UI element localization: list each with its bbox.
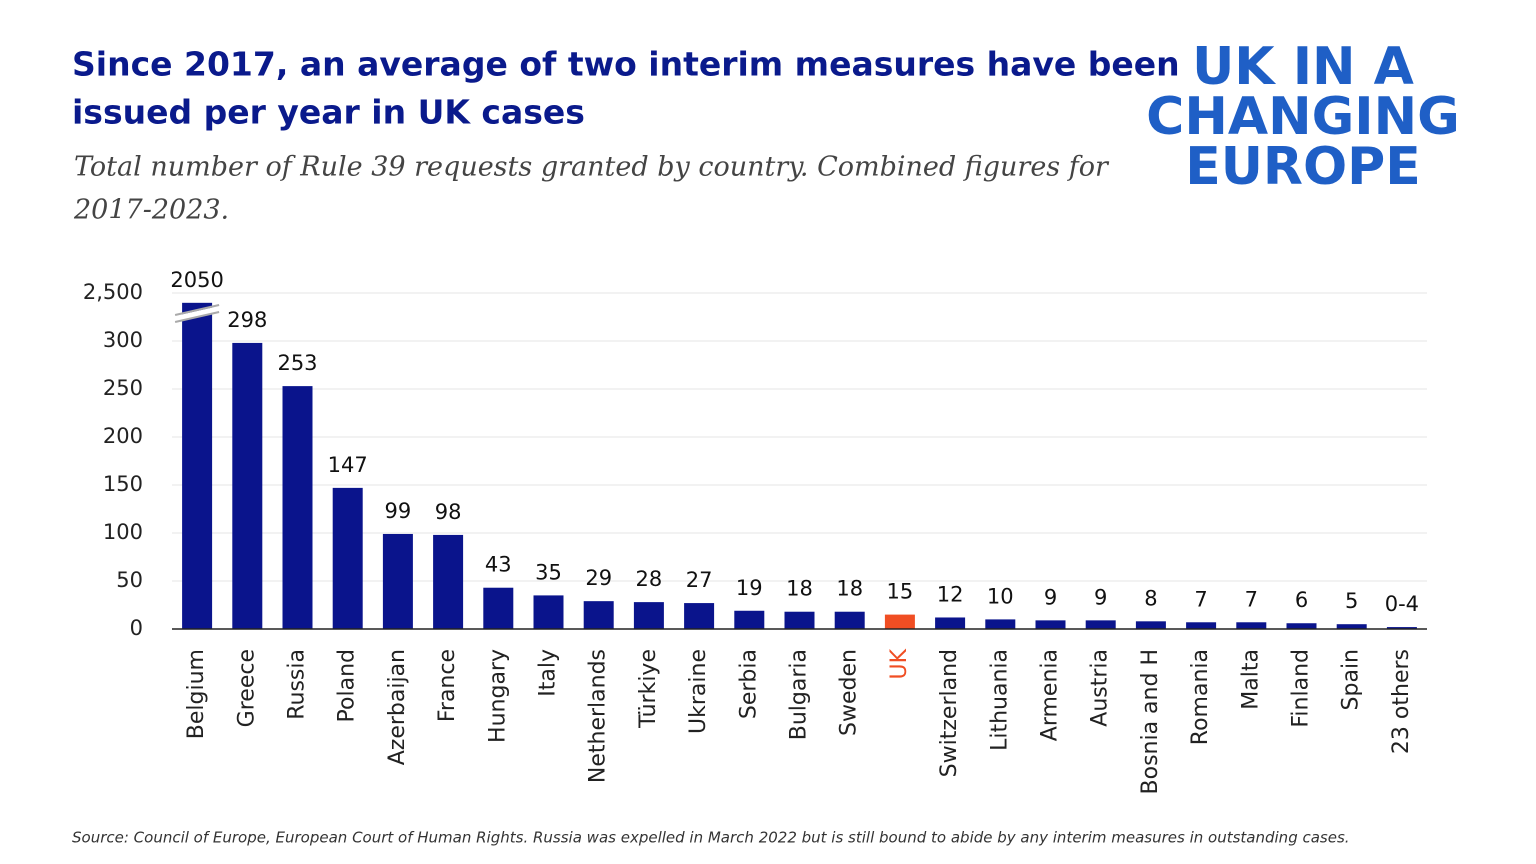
y-tick-label: 150: [103, 472, 143, 496]
y-tick-label: 0: [130, 616, 143, 640]
y-tick-label: 250: [103, 376, 143, 400]
bar: [332, 487, 363, 629]
x-tick-label: Hungary: [485, 649, 510, 743]
value-label: 19: [736, 576, 763, 600]
source-note: Source: Council of Europe, European Cour…: [72, 829, 1350, 847]
x-tick-label: Serbia: [736, 649, 761, 719]
bar: [884, 614, 915, 629]
x-tick-label: Spain: [1339, 649, 1364, 710]
y-tick-label: 300: [103, 328, 143, 352]
logo: UK IN A: [1192, 37, 1414, 97]
x-tick-label: Austria: [1088, 649, 1113, 727]
x-tick-label: Lithuania: [987, 649, 1012, 751]
value-label: 253: [277, 351, 317, 375]
y-tick-label: 200: [103, 424, 143, 448]
x-tick-label: Azerbaijan: [385, 649, 410, 765]
x-tick-label: Belgium: [184, 649, 209, 739]
x-tick-label: Malta: [1238, 649, 1263, 710]
value-label: 147: [328, 453, 368, 477]
value-label: 298: [227, 308, 267, 332]
bar: [1085, 620, 1116, 629]
x-tick-label: France: [435, 649, 460, 722]
bar: [985, 619, 1016, 629]
chart-subtitle: Total number of Rule 39 requests granted…: [74, 152, 1110, 183]
x-tick-label: Bulgaria: [787, 649, 812, 740]
value-label: 9: [1094, 585, 1107, 609]
bar: [282, 386, 313, 629]
bar: [935, 617, 966, 629]
value-label: 7: [1194, 587, 1207, 611]
x-tick-label: Türkiye: [636, 649, 661, 729]
x-tick-label: Netherlands: [586, 649, 611, 783]
value-label: 8: [1144, 586, 1157, 610]
value-label: 28: [636, 567, 663, 591]
value-label: 98: [435, 500, 462, 524]
bar: [182, 302, 213, 629]
value-label: 12: [937, 582, 964, 606]
bar: [1386, 627, 1417, 629]
bar: [1336, 624, 1367, 629]
axis-break: [174, 304, 220, 316]
logo: CHANGING: [1146, 87, 1460, 147]
bar: [1236, 622, 1267, 629]
bar: [1286, 623, 1317, 629]
value-label: 99: [385, 499, 412, 523]
bar: [784, 611, 815, 629]
x-tick-label: Poland: [335, 649, 360, 722]
value-label: 0-4: [1385, 592, 1419, 616]
value-label: 15: [887, 580, 914, 604]
bar: [583, 601, 614, 629]
x-tick-label: Romania: [1188, 649, 1213, 745]
y-tick-label: 100: [103, 520, 143, 544]
bar: [633, 602, 664, 629]
bar: [433, 534, 464, 629]
x-tick-label: Ukraine: [686, 649, 711, 734]
value-label: 18: [836, 577, 863, 601]
value-label: 6: [1295, 588, 1308, 612]
x-tick-label: Russia: [285, 649, 310, 720]
value-label: 18: [786, 577, 813, 601]
chart-title: Since 2017, an average of two interim me…: [72, 45, 1180, 84]
x-tick-label: Greece: [234, 649, 259, 727]
value-label: 35: [535, 560, 562, 584]
value-label: 27: [686, 568, 713, 592]
value-label: 5: [1345, 589, 1358, 613]
value-label: 7: [1245, 587, 1258, 611]
bar: [734, 610, 765, 629]
bar: [684, 603, 715, 629]
y-tick-label: 50: [116, 568, 143, 592]
value-label: 29: [585, 566, 612, 590]
bar: [232, 342, 263, 629]
chart-title: issued per year in UK cases: [72, 93, 585, 132]
y-tick-label: 2,500: [83, 280, 143, 304]
value-label: 2050: [170, 268, 223, 292]
bar: [1135, 621, 1166, 629]
value-label: 10: [987, 584, 1014, 608]
axis-break: [174, 311, 220, 323]
x-tick-label: 23 others: [1389, 649, 1414, 754]
bar: [1186, 622, 1217, 629]
bar: [1035, 620, 1066, 629]
bar: [533, 595, 564, 629]
value-label: 9: [1044, 585, 1057, 609]
x-tick-label: UK: [887, 648, 912, 679]
x-tick-label: Bosnia and H: [1138, 649, 1163, 794]
bar: [834, 611, 865, 629]
bar: [483, 587, 514, 629]
x-tick-label: Armenia: [1038, 649, 1063, 741]
axis-break: [174, 306, 220, 322]
x-tick-label: Italy: [536, 649, 561, 697]
x-tick-label: Finland: [1289, 649, 1314, 728]
x-tick-label: Switzerland: [937, 649, 962, 777]
bar: [382, 533, 413, 629]
chart-subtitle: 2017-2023.: [73, 195, 229, 226]
x-tick-label: Sweden: [837, 649, 862, 736]
value-label: 43: [485, 553, 512, 577]
logo: EUROPE: [1185, 137, 1421, 197]
